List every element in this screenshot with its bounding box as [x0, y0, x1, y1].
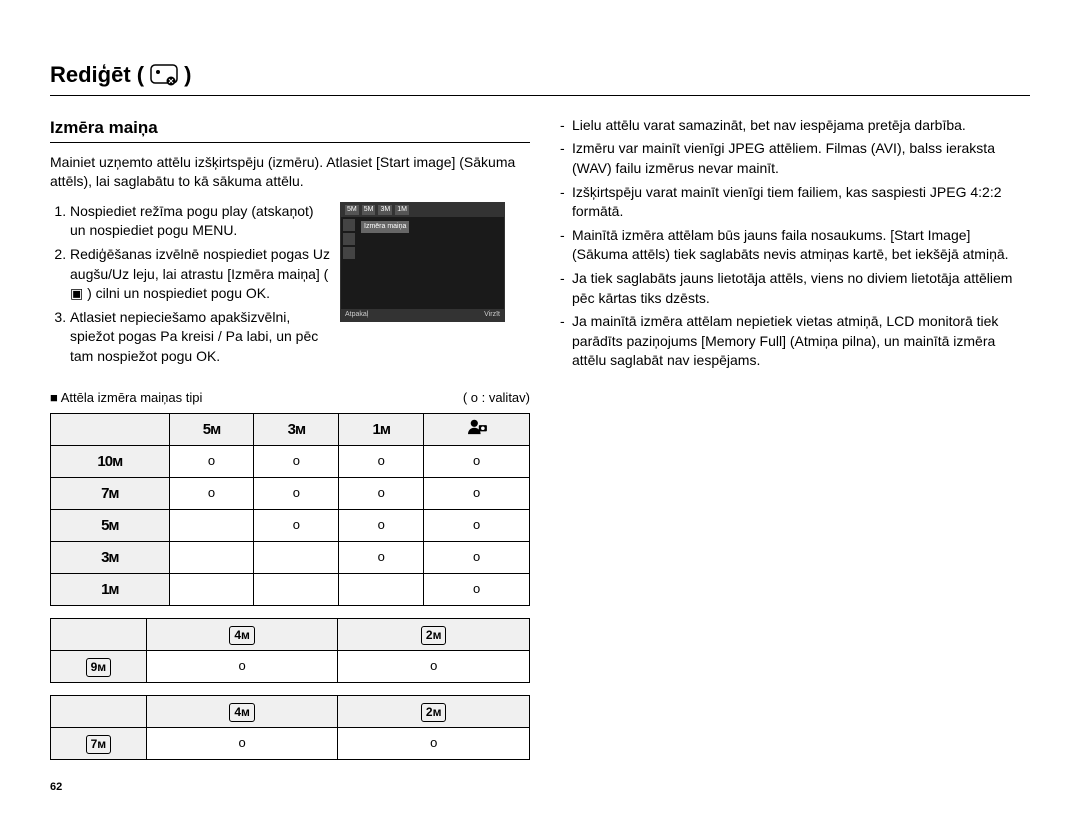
camera-menu-label: Izmēra maiņa: [361, 221, 409, 233]
resize-table-1: 5ᴍ 3ᴍ 1ᴍ 10ᴍoooo 7ᴍoooo 5ᴍooo 3ᴍoo 1ᴍo: [50, 413, 530, 606]
title-text: Rediģēt (: [50, 60, 144, 91]
table2-corner: [51, 618, 147, 650]
note-item: Izšķirtspēju varat mainīt vienīgi tiem f…: [560, 183, 1030, 222]
note-item: Ja mainītā izmēra attēlam nepietiek viet…: [560, 312, 1030, 371]
note-item: Lielu attēlu varat samazināt, bet nav ie…: [560, 116, 1030, 136]
row-9m-wide: 9ᴍ: [51, 650, 147, 682]
resize-table-3: 4ᴍ 2ᴍ 7ᴍ o o: [50, 695, 530, 760]
table-label: ■ Attēla izmēra maiņas tipi: [50, 389, 202, 407]
valid-legend: ( o : valitav): [463, 389, 530, 407]
page-title: Rediģēt ( ): [50, 60, 1030, 96]
camera-top-bar: 5M 5M 3M 1M: [341, 203, 504, 217]
row-5m: 5ᴍ: [51, 509, 170, 541]
note-item: Mainītā izmēra attēlam būs jauns faila n…: [560, 226, 1030, 265]
row-3m: 3ᴍ: [51, 541, 170, 573]
col-1m: 1ᴍ: [339, 413, 424, 445]
note-item: Izmēru var mainīt vienīgi JPEG attēliem.…: [560, 139, 1030, 178]
col-4m-wide: 4ᴍ: [146, 618, 338, 650]
notes-list: Lielu attēlu varat samazināt, bet nav ie…: [560, 116, 1030, 371]
row-10m: 10ᴍ: [51, 445, 170, 477]
step-2: Rediģēšanas izvēlnē nospiediet pogas Uz …: [70, 245, 330, 304]
col-5m: 5ᴍ: [169, 413, 254, 445]
step-1: Nospiediet režīma pogu play (atskaņot) u…: [70, 202, 330, 241]
table-corner: [51, 413, 170, 445]
table-caption-row: ■ Attēla izmēra maiņas tipi ( o : valita…: [50, 389, 530, 407]
col-startimage-icon: [424, 413, 530, 445]
camera-lcd-preview: 5M 5M 3M 1M Izmēra maiņa Atpakaļ Virzīt: [340, 202, 505, 322]
camera-bottom-bar: Atpakaļ Virzīt: [341, 309, 504, 321]
row-1m: 1ᴍ: [51, 573, 170, 605]
col-3m: 3ᴍ: [254, 413, 339, 445]
col-2m-pan: 2ᴍ: [338, 695, 530, 727]
table3-corner: [51, 695, 147, 727]
step-3: Atlasiet nepieciešamo apakšizvēlni, spie…: [70, 308, 330, 367]
col-2m-wide: 2ᴍ: [338, 618, 530, 650]
camera-side-icons: [343, 219, 355, 259]
edit-palette-icon: [150, 64, 178, 86]
steps-list: Nospiediet režīma pogu play (atskaņot) u…: [50, 202, 330, 371]
row-7m-pan: 7ᴍ: [51, 727, 147, 759]
col-4m-pan: 4ᴍ: [146, 695, 338, 727]
subheading: Izmēra maiņa: [50, 116, 530, 143]
title-suffix: ): [184, 60, 191, 91]
intro-text: Mainiet uzņemto attēlu izšķirtspēju (izm…: [50, 153, 530, 192]
resize-table-2: 4ᴍ 2ᴍ 9ᴍ o o: [50, 618, 530, 683]
note-item: Ja tiek saglabāts jauns lietotāja attēls…: [560, 269, 1030, 308]
row-7m: 7ᴍ: [51, 477, 170, 509]
page-number: 62: [50, 780, 62, 795]
